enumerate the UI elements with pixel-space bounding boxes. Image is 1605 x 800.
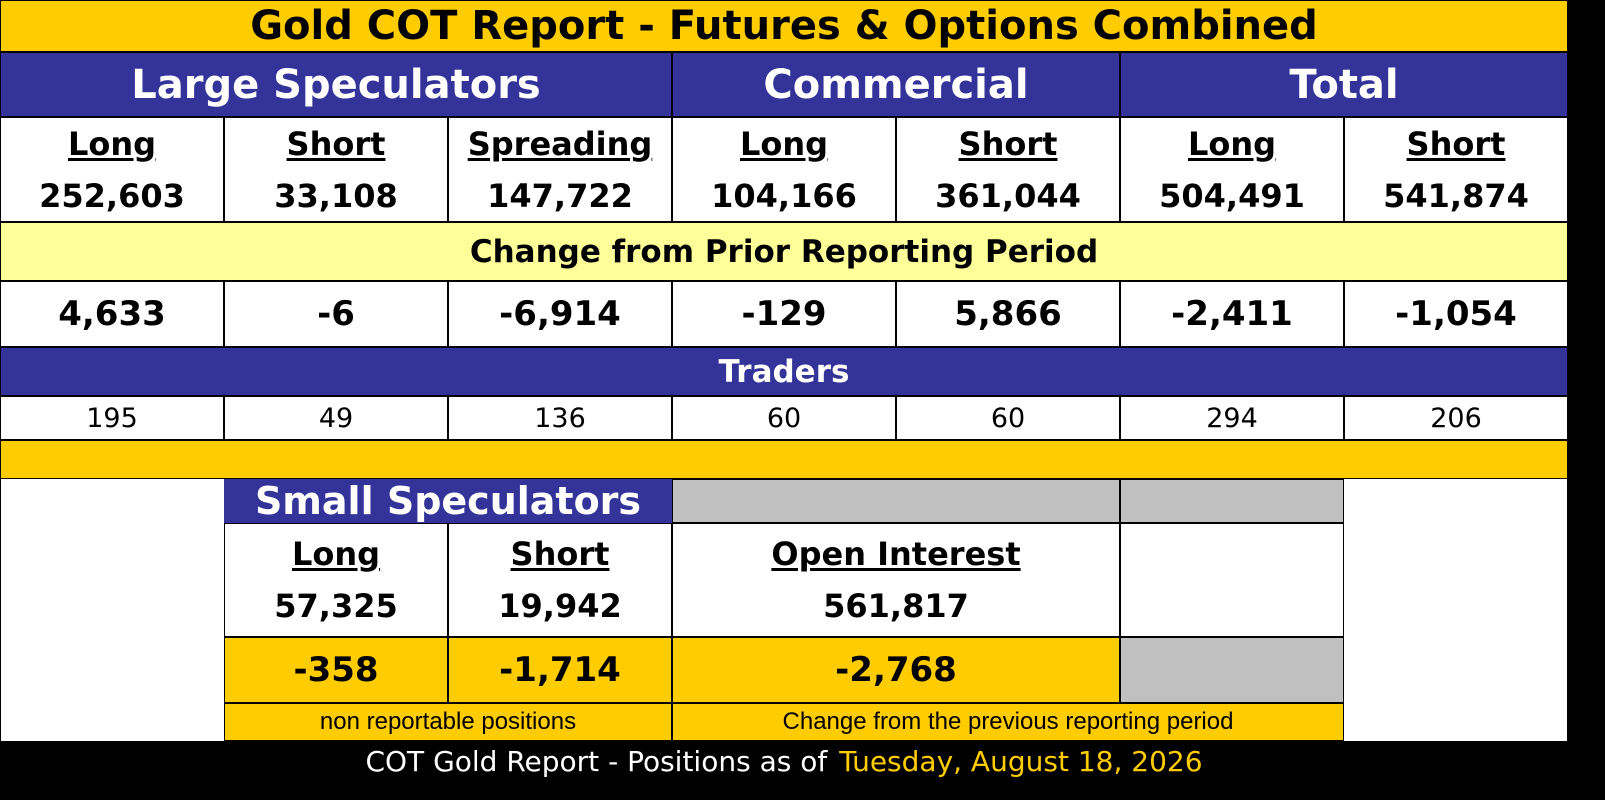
footer-bar: COT Gold Report - Positions as of Tuesda… [0,741,1568,782]
position-value: 57,325 [274,587,398,625]
position-value: 361,044 [935,176,1081,215]
traders-count: 294 [1120,396,1344,440]
column-header: Spreading [467,124,653,163]
small-speculators-note: non reportable positions [224,703,672,741]
blank-panel-right [1344,479,1568,741]
report-title: Gold COT Report - Futures & Options Comb… [0,0,1568,52]
gray-change-cell [1120,637,1344,703]
traders-count: 206 [1344,396,1568,440]
report-date: Tuesday, August 18, 2026 [839,745,1203,778]
column-header: Short [286,124,386,163]
traders-count: 195 [0,396,224,440]
position-cell-commercial-short: Short 361,044 [896,117,1120,222]
small-short-cell: Short 19,942 [448,523,672,637]
column-header: Long [291,535,381,573]
position-cell-large-short: Short 33,108 [224,117,448,222]
blank-cell [1120,523,1344,637]
change-value: -6 [224,281,448,347]
position-cell-total-long: Long 504,491 [1120,117,1344,222]
traders-count: 60 [672,396,896,440]
column-header: Long [67,124,157,163]
change-section-title: Change from Prior Reporting Period [0,222,1568,281]
open-interest-value: 561,817 [823,587,969,625]
column-header: Open Interest [771,535,1021,573]
column-header: Short [958,124,1058,163]
open-interest-change: -2,768 [672,637,1120,703]
position-value: 19,942 [498,587,622,625]
position-value: 504,491 [1159,176,1305,215]
position-cell-total-short: Short 541,874 [1344,117,1568,222]
change-value: -1,054 [1344,281,1568,347]
change-value: 4,633 [0,281,224,347]
position-value: 33,108 [274,176,398,215]
footer-prefix: COT Gold Report - Positions as of [365,745,828,778]
position-cell-large-spreading: Spreading 147,722 [448,117,672,222]
gray-header-cell [672,479,1120,523]
column-header: Short [510,535,610,573]
open-interest-note: Change from the previous reporting perio… [672,703,1344,741]
change-value: -129 [672,281,896,347]
change-value: -6,914 [448,281,672,347]
section-total: Total [1120,52,1568,117]
traders-count: 136 [448,396,672,440]
position-value: 541,874 [1383,176,1529,215]
column-header: Short [1406,124,1506,163]
column-header: Long [1187,124,1277,163]
position-value: 147,722 [487,176,633,215]
position-cell-commercial-long: Long 104,166 [672,117,896,222]
small-speculators-title: Small Speculators [224,479,672,523]
blank-panel-left [0,479,224,741]
divider-bar [0,440,1568,479]
position-value: 252,603 [39,176,185,215]
small-short-change: -1,714 [448,637,672,703]
change-value: -2,411 [1120,281,1344,347]
position-value: 104,166 [711,176,857,215]
change-value: 5,866 [896,281,1120,347]
small-long-cell: Long 57,325 [224,523,448,637]
column-header: Long [739,124,829,163]
traders-section-title: Traders [0,347,1568,396]
traders-count: 60 [896,396,1120,440]
open-interest-cell: Open Interest 561,817 [672,523,1120,637]
small-long-change: -358 [224,637,448,703]
gray-header-cell [1120,479,1344,523]
position-cell-large-long: Long 252,603 [0,117,224,222]
traders-count: 49 [224,396,448,440]
section-large-speculators: Large Speculators [0,52,672,117]
section-commercial: Commercial [672,52,1120,117]
